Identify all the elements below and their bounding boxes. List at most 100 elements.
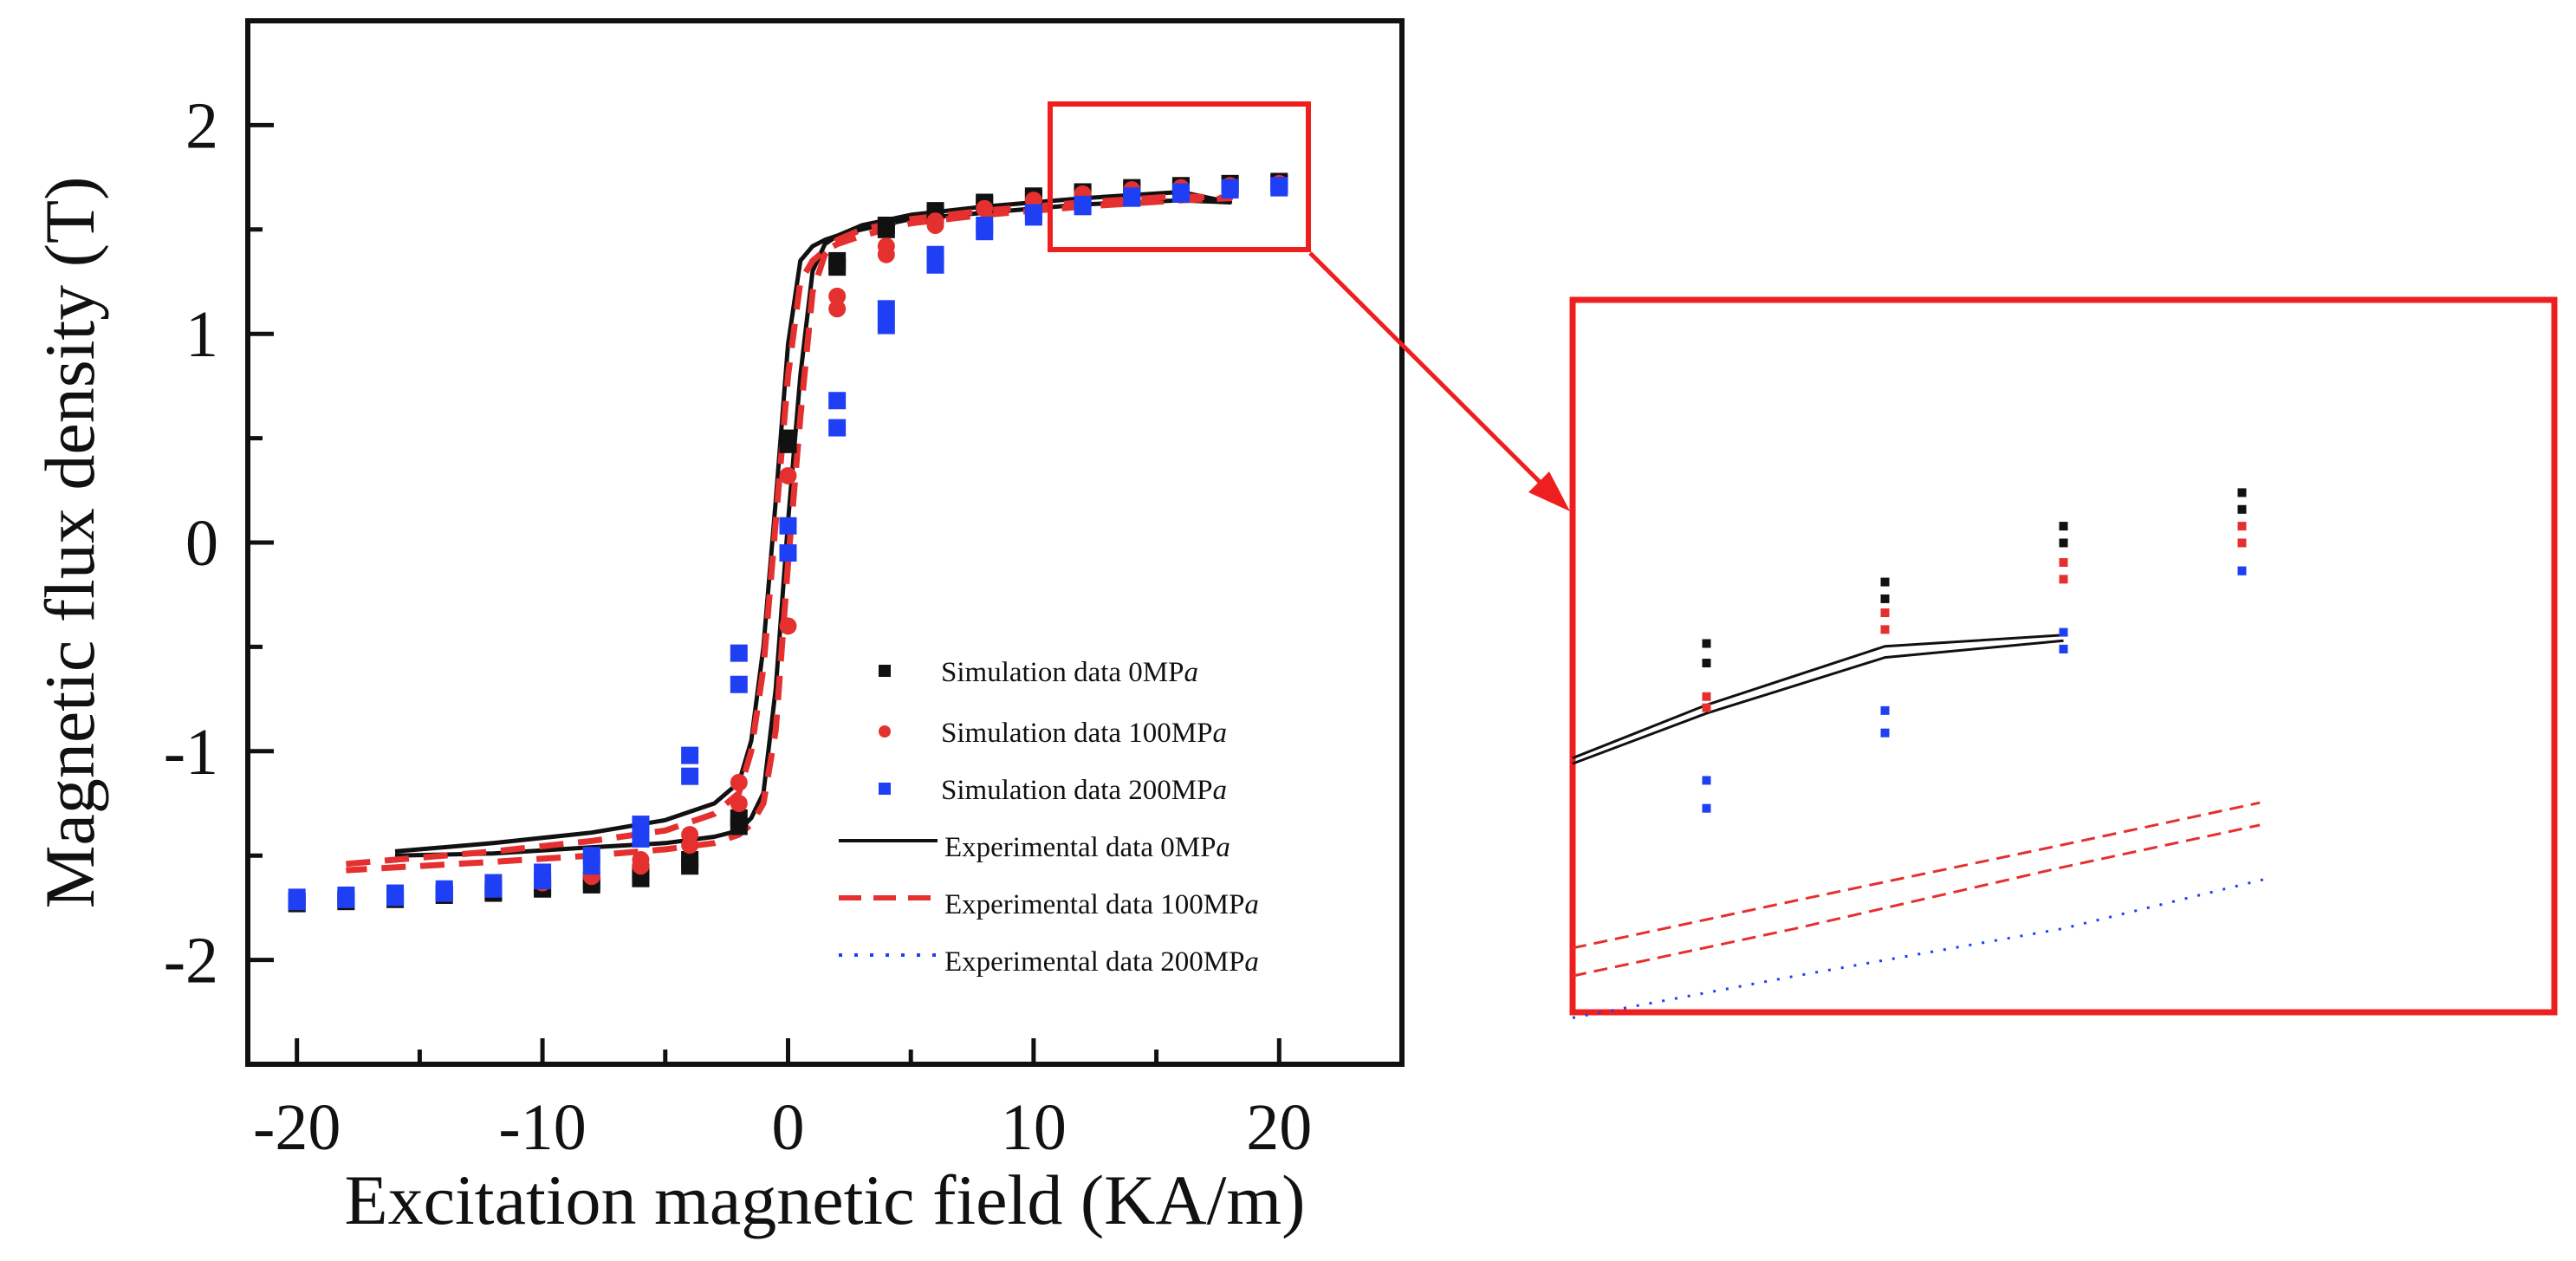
y-tick-label: -2: [164, 925, 218, 998]
legend-label: Experimental data 0MPa: [944, 832, 1230, 863]
legend-item-simulation-data-200mpa: Simulation data 200MPa: [879, 775, 1227, 806]
data-point: [828, 419, 847, 437]
data-point: [1702, 692, 1711, 701]
data-point: [2237, 538, 2247, 548]
data-point: [534, 872, 552, 890]
data-point: [386, 888, 405, 907]
data-point: [2059, 538, 2068, 548]
data-point: [1123, 189, 1141, 207]
data-point: [2059, 644, 2068, 653]
x-tick-label: 20: [1246, 1091, 1312, 1164]
data-point: [1880, 608, 1890, 618]
x-axis-title: Excitation magnetic field (KA/m): [345, 1160, 1306, 1239]
legend-item-simulation-data-0mpa: Simulation data 0MPa: [879, 657, 1198, 688]
data-point: [828, 392, 847, 410]
legend: Simulation data 0MPa Simulation data 100M…: [839, 657, 1259, 978]
data-point: [926, 216, 944, 234]
legend-marker: [879, 783, 891, 795]
inset-markers-simulation-data-0mpa: [1702, 488, 2247, 668]
legend-label: Experimental data 100MPa: [944, 889, 1259, 920]
x-tick-label: -20: [253, 1091, 341, 1164]
data-point: [632, 851, 650, 869]
x-tick-label: 0: [771, 1091, 804, 1164]
data-point: [681, 746, 699, 764]
inset-line-experimental-data-0mpa: [1572, 639, 2064, 765]
data-point: [877, 300, 895, 318]
series-markers-simulation-data-200mpa: [288, 177, 1288, 911]
data-point: [632, 869, 650, 887]
data-point: [976, 199, 994, 218]
legend-label: Simulation data 0MPa: [941, 657, 1198, 688]
data-point: [779, 617, 797, 635]
legend-item-experimental-data-200mpa: Experimental data 200MPa: [839, 946, 1259, 978]
data-point: [976, 223, 994, 241]
data-point: [1171, 185, 1190, 203]
y-axis-title: Magnetic flux density (T): [30, 177, 109, 909]
y-tick-label: 2: [185, 89, 218, 162]
data-point: [1880, 577, 1890, 587]
y-tick-label: -1: [164, 716, 218, 789]
data-point: [1880, 728, 1890, 738]
data-point: [632, 816, 650, 834]
data-point: [877, 316, 895, 335]
data-point: [779, 517, 797, 535]
data-point: [1880, 594, 1890, 603]
data-point: [877, 245, 895, 263]
data-point: [681, 767, 699, 785]
legend-marker: [879, 725, 891, 738]
inset-markers-simulation-data-100mpa: [1702, 522, 2247, 712]
data-point: [1074, 198, 1092, 216]
legend-item-simulation-data-100mpa: Simulation data 100MPa: [879, 718, 1227, 749]
legend-label: Simulation data 200MPa: [941, 775, 1227, 806]
data-point: [828, 300, 847, 318]
zoom-arrow-line: [1308, 251, 1549, 491]
data-point: [2237, 504, 2247, 514]
series-line-experimental-data-0mpa: [394, 190, 1233, 858]
data-point: [337, 890, 355, 908]
data-point: [730, 773, 748, 791]
data-point: [2059, 575, 2068, 584]
data-point: [2059, 558, 2068, 568]
data-point: [1221, 181, 1239, 199]
data-point: [1270, 179, 1288, 197]
data-point: [1702, 703, 1711, 712]
data-point: [1702, 803, 1711, 813]
main-data: [288, 172, 1288, 913]
data-point: [2059, 522, 2068, 531]
legend-label: Simulation data 100MPa: [941, 718, 1227, 749]
data-point: [779, 544, 797, 562]
data-point: [2059, 627, 2068, 637]
zoom-region-box: [1048, 101, 1311, 252]
data-point: [1702, 639, 1711, 648]
data-point: [288, 893, 306, 911]
data-point: [730, 675, 748, 693]
data-point: [435, 884, 453, 902]
data-point: [1702, 776, 1711, 785]
inset-line-experimental-data-100mpa: [1572, 801, 2261, 950]
data-point: [730, 817, 748, 835]
legend-label: Experimental data 200MPa: [944, 946, 1259, 978]
data-point: [681, 826, 699, 844]
data-point: [2237, 522, 2247, 531]
data-point: [1880, 705, 1890, 715]
y-tick-label: 1: [185, 298, 218, 371]
data-point: [1880, 625, 1890, 634]
inset-markers-simulation-data-200mpa: [1702, 566, 2247, 813]
legend-item-experimental-data-100mpa: Experimental data 100MPa: [839, 889, 1259, 920]
data-point: [828, 287, 847, 305]
legend-item-experimental-data-0mpa: Experimental data 0MPa: [839, 832, 1230, 863]
zoom-arrow-head: [1528, 471, 1570, 511]
data-point: [484, 880, 503, 898]
inset-plot: [1569, 296, 2558, 1019]
zoom-connector: [1308, 251, 1570, 511]
x-tick-label: 10: [1001, 1091, 1067, 1164]
data-point: [2237, 566, 2247, 575]
data-point: [779, 435, 797, 453]
data-point: [632, 829, 650, 848]
data-point: [926, 256, 944, 274]
inset-frame: [1569, 296, 2558, 1016]
data-point: [681, 857, 699, 875]
x-tick-label: -10: [498, 1091, 586, 1164]
y-tick-label: 0: [185, 507, 218, 580]
